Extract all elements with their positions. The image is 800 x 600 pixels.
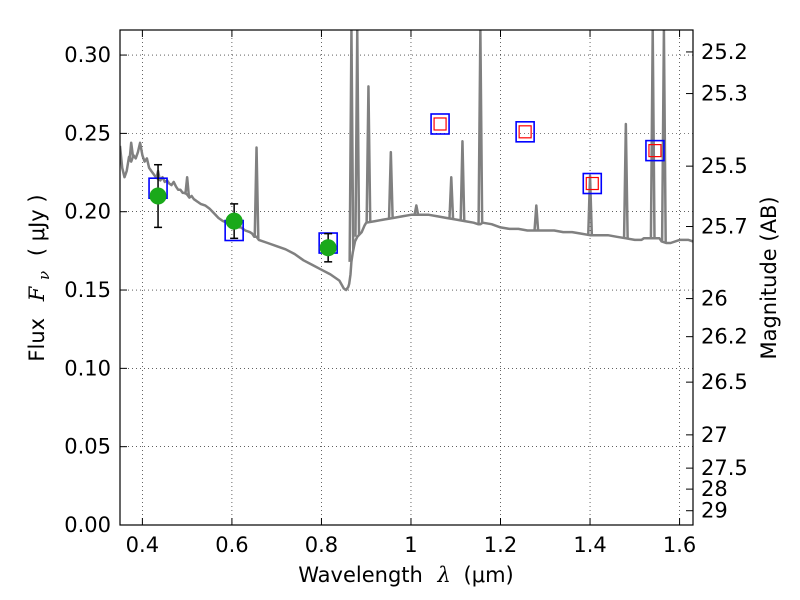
emission-line bbox=[660, 30, 667, 243]
x-tick-label: 0.4 bbox=[126, 533, 159, 557]
x-tick-label: 1 bbox=[404, 533, 417, 557]
emission-line bbox=[459, 139, 466, 222]
emission-line bbox=[448, 175, 455, 220]
observed-point bbox=[225, 212, 243, 230]
y2-tick-label: 26.5 bbox=[701, 370, 748, 394]
y2-tick-label: 26.2 bbox=[701, 325, 748, 349]
x-tick-label: 0.8 bbox=[305, 533, 338, 557]
y-tick-label: 0.30 bbox=[64, 43, 111, 67]
y2-tick-label: 25.2 bbox=[701, 40, 748, 64]
emission-line bbox=[533, 204, 540, 231]
emission-line bbox=[586, 174, 594, 236]
model-spectrum-line bbox=[120, 141, 693, 292]
y2-tick-label: 27 bbox=[701, 423, 728, 447]
y2-tick-label: 27.5 bbox=[701, 456, 748, 480]
x-tick-label: 1.6 bbox=[663, 533, 696, 557]
y2-tick-label: 29 bbox=[701, 499, 728, 523]
predicted-square bbox=[585, 176, 599, 191]
x-tick-label: 0.6 bbox=[215, 533, 248, 557]
predicted-photometry-squares bbox=[433, 117, 662, 191]
emission-line bbox=[354, 30, 361, 237]
model-box bbox=[430, 113, 450, 135]
x-axis-label: Wavelength λ (μm) bbox=[298, 563, 513, 587]
observed-point bbox=[149, 187, 167, 205]
observed-points bbox=[149, 187, 337, 257]
plot-frame bbox=[119, 29, 694, 526]
predicted-square bbox=[518, 125, 532, 139]
y2-tick-label: 26 bbox=[701, 287, 728, 311]
y-tick-label: 0.15 bbox=[64, 278, 111, 302]
y2-tick-label: 28 bbox=[701, 477, 728, 501]
emission-line bbox=[622, 122, 629, 239]
emission-line bbox=[128, 141, 135, 162]
predicted-square bbox=[433, 117, 447, 131]
emission-line bbox=[387, 150, 394, 219]
emission-line bbox=[365, 85, 372, 223]
x-axis-ticks: 0.4 0.6 0.8 1 1.2 1.4 1.6 bbox=[126, 30, 696, 557]
predicted-square bbox=[648, 144, 662, 158]
emission-line bbox=[348, 30, 355, 262]
emission-line bbox=[413, 204, 420, 216]
model-box bbox=[645, 139, 665, 162]
emission-line-group bbox=[128, 30, 667, 262]
y-tick-label: 0.10 bbox=[64, 356, 111, 380]
y-tick-label: 0.00 bbox=[64, 513, 111, 537]
x-tick-label: 1.2 bbox=[484, 533, 517, 557]
y2-tick-label: 25.5 bbox=[701, 154, 748, 178]
y2-tick-label: 25.3 bbox=[701, 82, 748, 106]
observed-errorbars bbox=[154, 163, 333, 263]
y2-tick-label: 25.7 bbox=[701, 215, 748, 239]
emission-line bbox=[253, 146, 260, 240]
emission-line bbox=[184, 175, 191, 198]
grid-lines bbox=[120, 30, 693, 526]
y-tick-label: 0.05 bbox=[64, 435, 111, 459]
observed-point bbox=[319, 239, 337, 257]
model-box bbox=[515, 121, 535, 143]
y-axis-label: Flux F ν ( μJy ) bbox=[25, 194, 54, 361]
y-axis-ticks: 0.00 0.05 0.10 0.15 0.20 0.25 0.30 bbox=[64, 43, 127, 537]
y-tick-label: 0.25 bbox=[64, 121, 111, 145]
y2-axis-label: Magnitude (AB) bbox=[757, 196, 781, 359]
model-box bbox=[582, 172, 603, 195]
y-tick-label: 0.20 bbox=[64, 200, 111, 224]
x-tick-label: 1.4 bbox=[573, 533, 606, 557]
emission-line bbox=[649, 30, 656, 239]
emission-line bbox=[477, 30, 484, 225]
